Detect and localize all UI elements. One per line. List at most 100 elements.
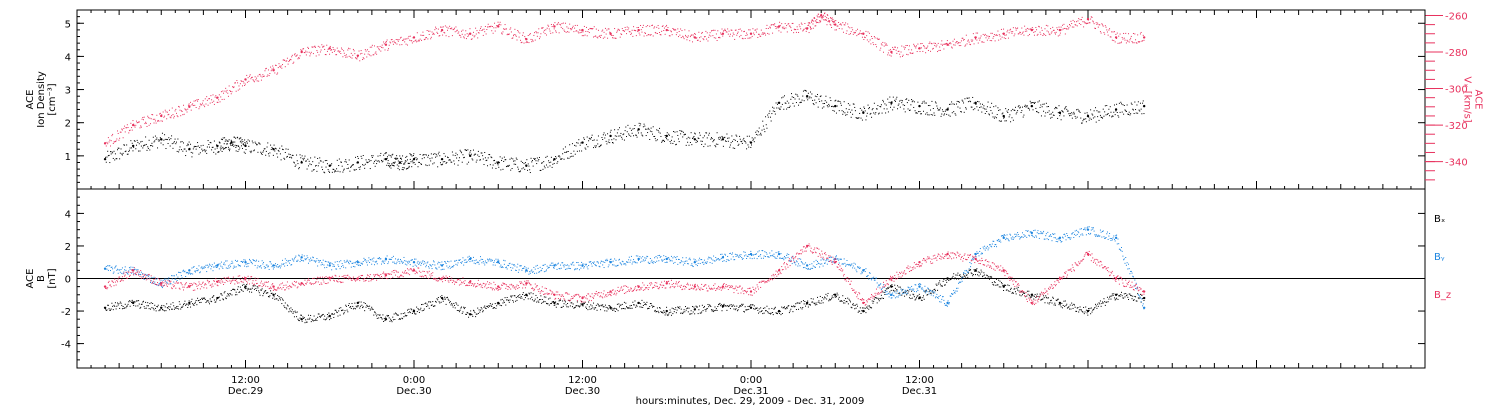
bx-series-sample [599, 305, 600, 306]
bx-series-sample [952, 277, 953, 278]
ion-density-series-sample [142, 141, 143, 142]
bx-series-sample [715, 310, 716, 311]
bx-series-sample [832, 295, 833, 296]
vx-series-sample [334, 51, 335, 52]
bx-series-sample [965, 277, 966, 278]
vx-series-sample [736, 35, 737, 36]
by-series-sample [223, 264, 224, 265]
ion-density-series-sample [1035, 108, 1036, 109]
vx-series-sample [1141, 32, 1142, 33]
vx-series-sample [182, 111, 183, 112]
vx-series-sample [300, 55, 301, 56]
ion-density-series-sample [639, 125, 640, 126]
vx-series-sample [856, 35, 857, 36]
ion-density-series-sample [221, 139, 222, 140]
vx-series-sample [564, 30, 565, 31]
vx-series-point [722, 33, 724, 35]
ion-density-series-sample [756, 134, 757, 135]
bx-series-sample [198, 300, 199, 301]
bx-series-sample [788, 305, 789, 306]
vx-series-sample [239, 89, 240, 90]
bx-series-sample [945, 280, 946, 281]
ion-density-series-sample [763, 126, 764, 127]
vx-series-sample [625, 27, 626, 28]
vx-series-sample [324, 49, 325, 50]
vx-series-sample [524, 43, 525, 44]
ion-density-series-sample [627, 125, 628, 126]
ion-density-series-sample [430, 160, 431, 161]
bx-series-sample [119, 308, 120, 309]
vx-series-sample [333, 49, 334, 50]
ion-density-series-sample [1054, 108, 1055, 109]
ion-density-series-sample [1056, 108, 1057, 109]
ion-density-series-sample [948, 115, 949, 116]
ion-density-series-sample [1073, 112, 1074, 113]
bx-series-sample [144, 306, 145, 307]
ion-density-series-sample [1011, 117, 1012, 118]
ion-density-series-sample [496, 162, 497, 163]
ion-density-series-sample [1085, 118, 1086, 119]
bx-series-sample [328, 313, 329, 314]
vx-series-sample [665, 26, 666, 27]
ion-density-series-sample [237, 151, 238, 152]
vx-series-sample [311, 52, 312, 53]
vx-series-sample [681, 37, 682, 38]
vx-series-sample [280, 67, 281, 68]
vx-series-sample [267, 76, 268, 77]
bx-series-sample [594, 309, 595, 310]
ion-density-series-sample [924, 101, 925, 102]
bx-series-sample [710, 305, 711, 306]
by-series-sample [140, 274, 141, 275]
ion-density-series-sample [1030, 101, 1031, 102]
ion-density-series-sample [785, 103, 786, 104]
ion-density-series-sample [792, 96, 793, 97]
vx-series-sample [1113, 40, 1114, 41]
vx-series-sample [386, 41, 387, 42]
vx-series-sample [814, 17, 815, 18]
bx-series-sample [228, 294, 229, 295]
ion-density-series-sample [412, 160, 413, 161]
bx-series-sample [1098, 306, 1099, 307]
bx-series-sample [1084, 311, 1085, 312]
ion-density-series-sample [822, 108, 823, 109]
ion-density-series-sample [238, 149, 239, 150]
vx-series-sample [1081, 19, 1082, 20]
ion-density-series-sample [682, 136, 683, 137]
vx-series-sample [236, 91, 237, 92]
ion-density-series-sample [413, 153, 414, 154]
by-series-sample [222, 268, 223, 269]
ion-density-series-sample [790, 106, 791, 107]
bx-series-sample [1088, 308, 1089, 309]
bx-series-sample [257, 286, 258, 287]
bx-series-sample [1108, 299, 1109, 300]
vx-series-sample [1108, 30, 1109, 31]
vx-series-sample [342, 49, 343, 50]
vx-series-sample [870, 43, 871, 44]
ion-density-series-sample [1132, 104, 1133, 105]
ion-density-series-sample [224, 148, 225, 149]
by-series-sample [123, 272, 124, 273]
bx-series-sample [1073, 308, 1074, 309]
bx-series-sample [637, 306, 638, 307]
ion-density-series-sample [736, 135, 737, 136]
bx-series-sample [818, 300, 819, 301]
ion-density-series-sample [710, 145, 711, 146]
bx-series-sample [444, 297, 445, 298]
ion-density-series-point [722, 138, 724, 140]
vx-series-sample [485, 26, 486, 27]
bx-series-sample [1108, 301, 1109, 302]
vx-series-sample [547, 25, 548, 26]
ion-density-series-sample [628, 133, 629, 134]
bx-series-sample [392, 321, 393, 322]
ion-density-series-sample [949, 104, 950, 105]
by-series-sample [106, 269, 107, 270]
bx-series-sample [326, 319, 327, 320]
by-series-sample [181, 275, 182, 276]
vx-series-sample [192, 103, 193, 104]
ion-density-series-sample [443, 153, 444, 154]
bx-series-sample [317, 317, 318, 318]
bx-series-sample [722, 307, 723, 308]
bx-series-sample [685, 306, 686, 307]
vx-series-sample [777, 26, 778, 27]
vx-series-sample [293, 62, 294, 63]
